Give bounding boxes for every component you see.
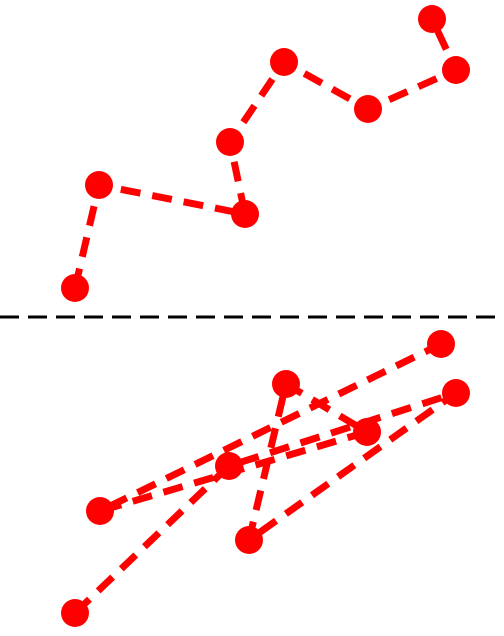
bottom-node-6 xyxy=(353,418,381,446)
top-node-4 xyxy=(216,128,244,156)
top-path xyxy=(61,5,470,302)
top-node-3 xyxy=(231,200,259,228)
top-node-8 xyxy=(418,5,446,33)
bottom-node-4 xyxy=(235,526,263,554)
bottom-path-line xyxy=(72,340,460,616)
top-node-5 xyxy=(270,48,298,76)
top-path-line xyxy=(71,17,460,289)
bottom-path xyxy=(61,330,470,627)
bottom-node-3 xyxy=(442,379,470,407)
bottom-node-7 xyxy=(86,497,114,525)
bottom-node-2 xyxy=(215,452,243,480)
top-node-7 xyxy=(442,56,470,84)
bottom-node-8 xyxy=(427,330,455,358)
bottom-node-1 xyxy=(61,599,89,627)
top-node-1 xyxy=(61,274,89,302)
bottom-node-5 xyxy=(272,370,300,398)
top-node-2 xyxy=(85,171,113,199)
top-node-6 xyxy=(354,95,382,123)
